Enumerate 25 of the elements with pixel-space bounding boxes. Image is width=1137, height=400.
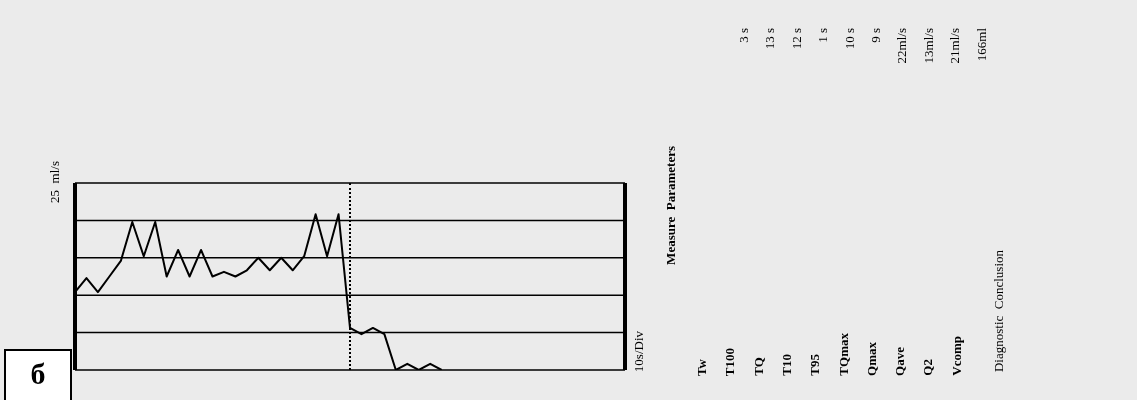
text: TQmax: [835, 333, 851, 376]
text: Q2: [920, 359, 936, 376]
text: Qmax: [863, 342, 879, 376]
text: Vcomp: [948, 336, 964, 376]
text: 10 s: [841, 28, 857, 50]
text: 13ml/s: [920, 28, 936, 64]
text: 12 s: [788, 28, 804, 50]
text: T10: [778, 354, 794, 376]
text: T95: [807, 354, 823, 376]
text: 21ml/s: [947, 28, 963, 64]
y-axis-title: 25 ml/s: [47, 161, 62, 203]
text: Diagnostic Conclusion: [991, 249, 1006, 372]
text: 166ml: [973, 28, 989, 62]
text: Measure Parameters: [663, 146, 678, 265]
text: Tw: [694, 358, 709, 376]
text: 10s/Div: [631, 330, 646, 372]
text: Qave: [892, 347, 908, 376]
text: T100: [722, 347, 738, 376]
text: 22ml/s: [894, 28, 910, 64]
text: 13 s: [762, 28, 778, 50]
text: 1 s: [815, 28, 831, 43]
text: 9 s: [868, 28, 883, 43]
text: 3 s: [736, 28, 751, 43]
text: TQ: [750, 357, 766, 376]
text: б: [4, 349, 72, 400]
